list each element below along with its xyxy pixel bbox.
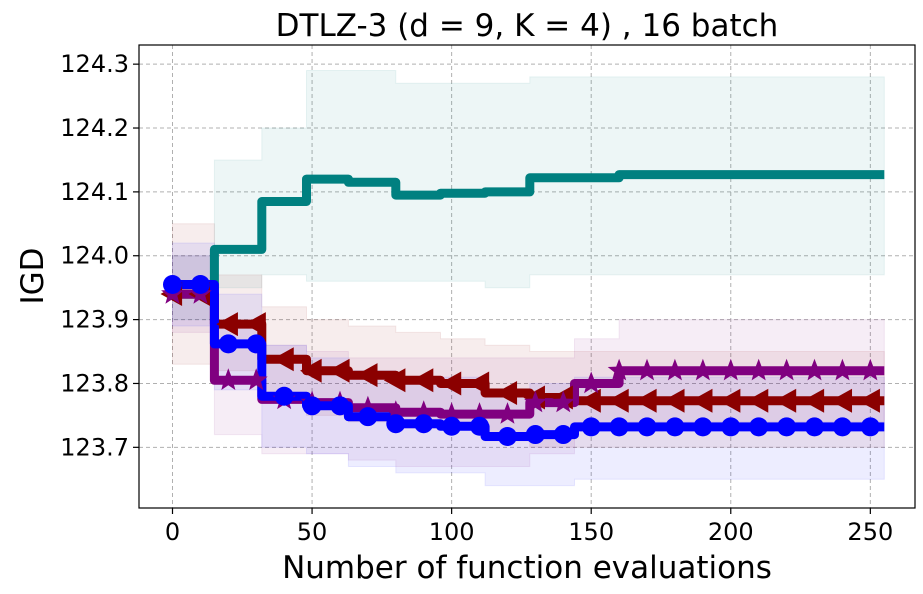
darkred-marker (774, 388, 797, 413)
x-tick-label: 100 (429, 518, 475, 546)
blue-marker (218, 334, 238, 354)
y-tick-label: 124.0 (60, 242, 129, 270)
y-axis-label: IGD (15, 247, 51, 304)
grid (139, 45, 915, 508)
purple-marker (412, 400, 436, 422)
blue-marker (693, 417, 713, 437)
series-markers (160, 274, 882, 446)
y-tick-label: 123.9 (60, 306, 129, 334)
purple-marker (440, 402, 463, 424)
darkred-marker (411, 368, 434, 393)
blue-marker (721, 417, 741, 437)
x-axis-label: Number of function evaluations (282, 550, 772, 586)
darkred-marker (607, 388, 629, 413)
darkred-marker (300, 358, 322, 383)
y-tick-label: 124.1 (60, 178, 129, 206)
blue-marker (274, 386, 294, 406)
darkred-marker (690, 388, 713, 413)
blue-marker (414, 414, 434, 434)
blue-marker (442, 416, 462, 436)
blue-marker (386, 414, 406, 434)
y-tick-label: 124.2 (60, 114, 129, 142)
plot-frame (138, 44, 916, 509)
blue-marker (805, 417, 825, 437)
x-tick-label: 150 (568, 518, 614, 546)
purple-marker (719, 358, 743, 381)
purple-marker (579, 371, 603, 394)
darkred-marker (355, 363, 378, 388)
purple-marker (858, 358, 882, 381)
darkred-marker (858, 388, 880, 413)
blue-marker (609, 417, 629, 437)
blue-marker (470, 416, 490, 436)
darkred-marker (216, 312, 238, 337)
darkred-marker (244, 312, 266, 337)
purple-marker (803, 358, 826, 381)
blue-marker (246, 334, 266, 354)
blue-marker (190, 274, 210, 294)
y-tick-label: 123.7 (60, 433, 129, 461)
darkred-marker (718, 388, 741, 413)
blue-marker (777, 417, 797, 437)
blue-marker (525, 425, 545, 445)
darkred-marker (439, 371, 462, 396)
blue-marker (330, 396, 350, 416)
purple-marker (635, 358, 659, 381)
darkred-marker (662, 388, 685, 413)
blue-marker (581, 417, 601, 437)
darkred-marker (272, 347, 294, 372)
darkred-marker (579, 388, 601, 413)
purple-marker (468, 402, 491, 424)
x-tick-label: 0 (165, 518, 180, 546)
purple-marker (524, 390, 547, 413)
darkred-marker (327, 358, 350, 383)
purple-marker (216, 368, 240, 390)
purple-marker (607, 358, 631, 381)
darkred-marker (635, 388, 657, 413)
darkred-marker (802, 388, 825, 413)
purple-marker (775, 358, 798, 381)
purple-marker (384, 400, 408, 422)
chart-title: DTLZ-3 (d = 9, K = 4) , 16 batch (276, 8, 779, 44)
teal-line (172, 170, 885, 299)
darkred-marker (495, 381, 518, 406)
purple-marker (663, 358, 687, 381)
blue-marker (553, 425, 573, 445)
blue-marker (860, 417, 880, 437)
blue-marker (637, 417, 657, 437)
x-tick-label: 200 (708, 518, 754, 546)
purple-marker (691, 358, 715, 381)
purple-marker (496, 402, 519, 424)
purple-marker (747, 358, 771, 381)
axis-ticks: 0 50 100 150 200 250 123.7 123.8 123.9 124.0 124.1… (60, 50, 893, 546)
darkred-marker (467, 371, 490, 396)
x-tick-label: 250 (847, 518, 893, 546)
blue-marker (358, 407, 378, 427)
y-tick-label: 123.8 (60, 369, 129, 397)
blue-marker (302, 396, 322, 416)
x-tick-label: 50 (297, 518, 328, 546)
purple-marker (551, 390, 575, 413)
blue-marker (665, 417, 685, 437)
blue-marker (162, 274, 182, 294)
blue-marker (497, 426, 517, 446)
darkred-marker (830, 388, 853, 413)
darkred-marker (746, 388, 769, 413)
y-tick-label: 124.3 (60, 50, 129, 78)
blue-marker (832, 417, 852, 437)
purple-marker (831, 358, 854, 381)
blue-marker (749, 417, 769, 437)
purple-marker (356, 395, 380, 418)
darkred-marker (383, 368, 406, 393)
purple-marker (244, 368, 268, 390)
